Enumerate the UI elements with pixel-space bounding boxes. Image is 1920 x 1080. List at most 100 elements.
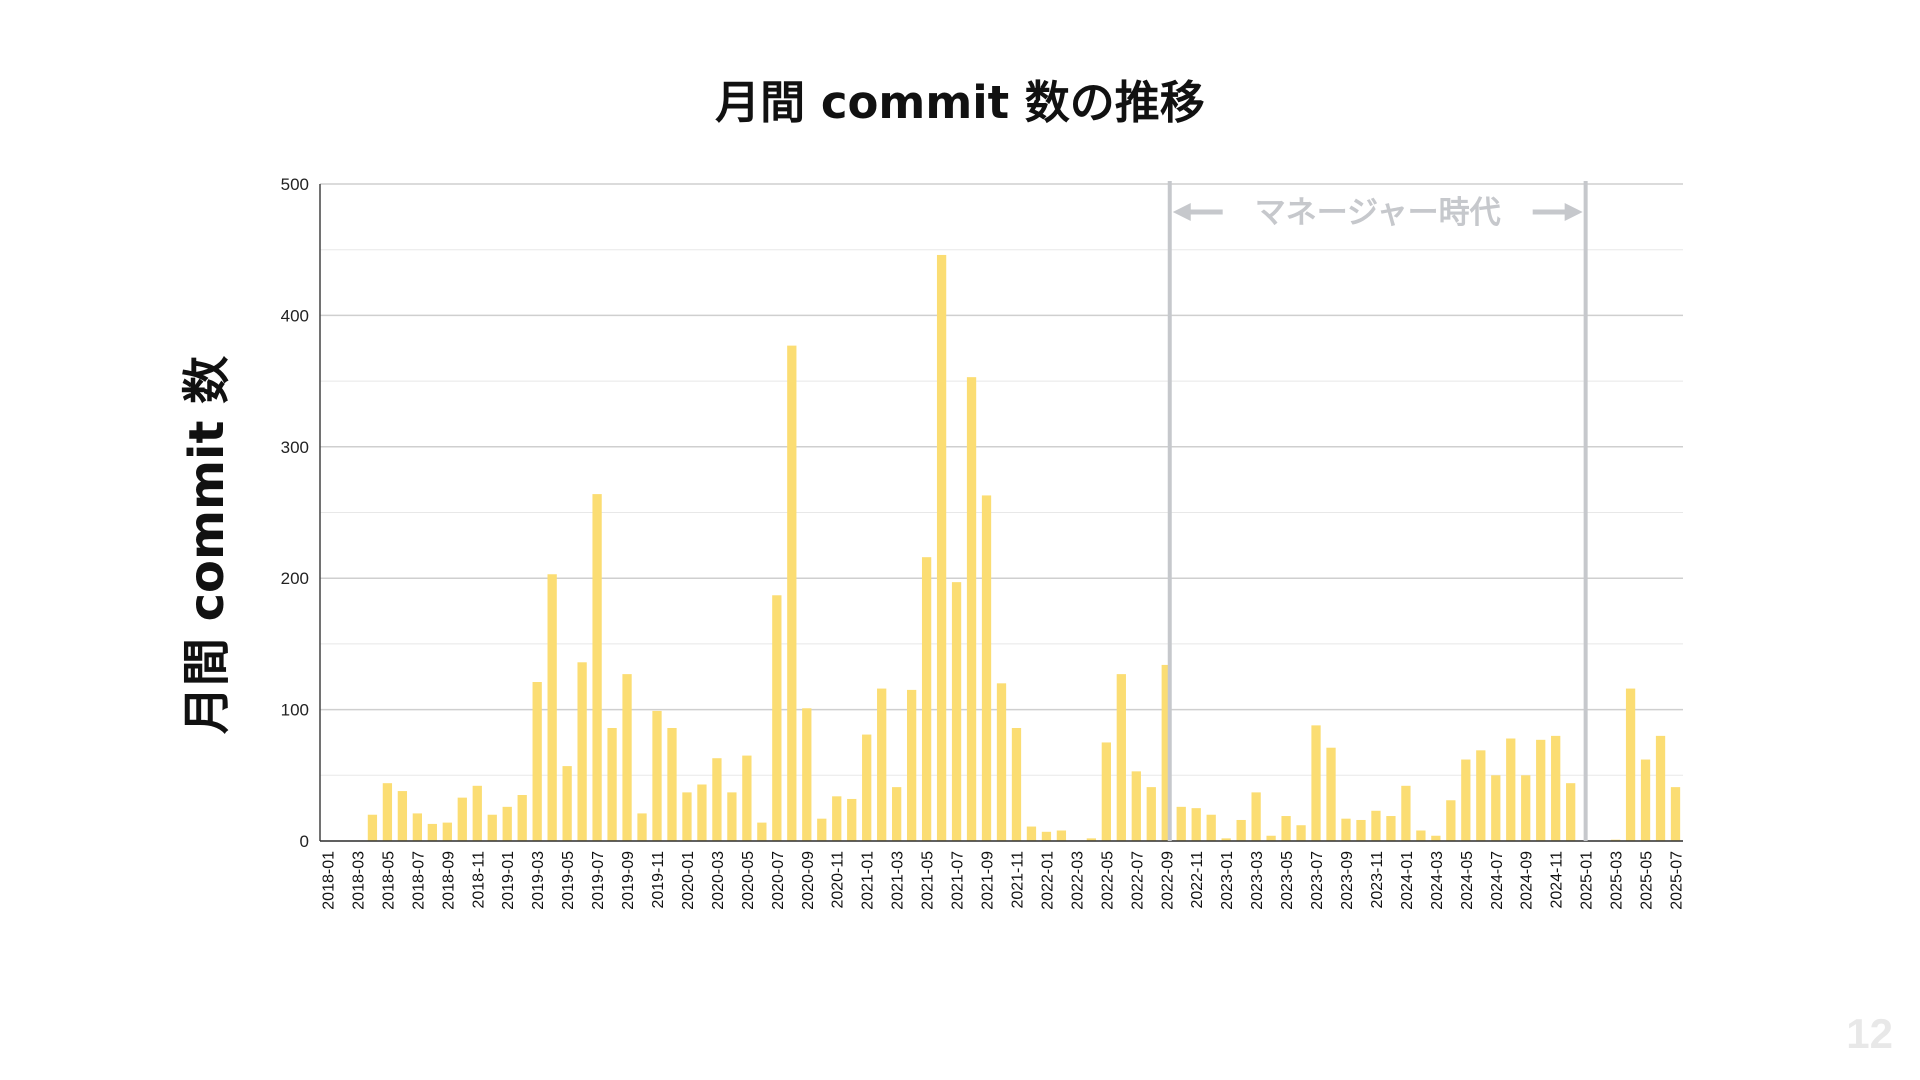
bar	[1536, 739, 1546, 841]
bar	[577, 662, 587, 841]
bar	[397, 791, 408, 841]
bar	[1056, 830, 1067, 841]
x-tick-label: 2020-11	[830, 851, 847, 909]
x-tick-label: 2018-09	[440, 851, 457, 910]
x-tick-label: 2021-09	[980, 851, 997, 910]
bar	[1371, 810, 1381, 841]
bar	[1506, 738, 1516, 841]
bar	[1625, 688, 1636, 841]
x-tick-label: 2025-01	[1579, 851, 1596, 910]
bar	[906, 689, 917, 841]
bar	[1221, 838, 1231, 841]
bar	[1131, 771, 1141, 841]
bar	[442, 822, 452, 841]
x-tick-label: 2022-11	[1189, 851, 1206, 909]
y-tick-label: 300	[281, 438, 309, 457]
bar	[562, 766, 572, 841]
bar	[1251, 792, 1261, 841]
bar	[1356, 819, 1366, 841]
y-tick-label: 200	[281, 569, 309, 588]
bar	[1521, 775, 1531, 841]
bar	[532, 682, 542, 841]
bar	[1431, 835, 1441, 841]
bar	[772, 595, 782, 841]
x-tick-label: 2022-07	[1129, 851, 1146, 910]
x-tick-label: 2025-07	[1669, 851, 1686, 910]
bar	[382, 783, 393, 841]
y-tick-label: 100	[281, 701, 309, 720]
x-tick-label: 2022-05	[1099, 851, 1116, 910]
bar	[802, 708, 812, 841]
x-tick-label: 2022-09	[1159, 851, 1176, 910]
bar	[877, 688, 887, 841]
bar	[1191, 808, 1201, 841]
bar	[667, 727, 677, 841]
x-tick-label: 2023-09	[1339, 851, 1356, 910]
x-tick-label: 2019-11	[650, 851, 667, 909]
x-tick-label: 2023-11	[1369, 851, 1386, 909]
bar	[412, 813, 423, 841]
x-tick-label: 2024-05	[1459, 851, 1476, 910]
x-tick-label: 2020-01	[680, 851, 697, 910]
bar	[1401, 785, 1411, 841]
bar	[1461, 759, 1471, 841]
arrowhead-right-icon	[1564, 203, 1583, 221]
bar	[1416, 830, 1426, 841]
bar	[1281, 816, 1291, 841]
x-tick-label: 2020-07	[770, 851, 787, 910]
bar	[1446, 800, 1456, 841]
y-tick-label: 0	[300, 832, 309, 851]
x-tick-label: 2018-11	[470, 851, 487, 909]
bar	[1326, 747, 1336, 841]
bar	[367, 814, 378, 841]
y-tick-label: 500	[281, 175, 309, 194]
bar	[996, 683, 1007, 841]
bar	[592, 494, 602, 841]
bar	[1266, 835, 1276, 841]
bar	[1011, 727, 1022, 841]
x-tick-label: 2023-03	[1249, 851, 1266, 910]
arrowhead-left-icon	[1172, 203, 1191, 221]
bar	[607, 727, 617, 841]
x-tick-label: 2018-05	[380, 851, 397, 910]
bar	[951, 582, 962, 841]
x-tick-label: 2019-03	[530, 851, 547, 910]
x-tick-label: 2019-01	[500, 851, 517, 910]
x-tick-label: 2022-03	[1069, 851, 1086, 910]
bar	[981, 495, 992, 841]
bar	[637, 813, 647, 841]
bar	[712, 758, 722, 841]
x-tick-label: 2021-05	[920, 851, 937, 910]
x-tick-label: 2021-03	[890, 851, 907, 910]
bar	[847, 798, 857, 841]
x-tick-label: 2020-05	[740, 851, 757, 910]
bar	[1206, 814, 1216, 841]
manager-period-annotation: マネージャー時代	[1167, 181, 1588, 841]
bar	[936, 254, 947, 841]
bar	[1101, 742, 1111, 841]
bar	[1041, 831, 1052, 841]
bar	[1640, 759, 1651, 841]
bar	[1476, 750, 1486, 841]
page-number: 12	[1846, 1010, 1893, 1057]
axes: 0 100 200 300 400 500 2018-01 2018-03 2018-05 201…	[281, 175, 1686, 910]
x-tick-label: 2023-07	[1309, 851, 1326, 910]
bar	[1086, 838, 1097, 841]
x-tick-label: 2025-03	[1609, 851, 1626, 910]
bar	[472, 785, 482, 841]
x-tick-label: 2024-09	[1519, 851, 1536, 910]
bar	[1551, 735, 1561, 841]
x-tick-label: 2024-01	[1399, 851, 1416, 910]
bar	[622, 674, 632, 841]
bar	[921, 557, 932, 841]
period-label: マネージャー時代	[1255, 195, 1501, 231]
bar	[1176, 806, 1186, 841]
bar	[742, 755, 752, 841]
bar	[892, 787, 902, 841]
x-tick-label: 2018-03	[350, 851, 367, 910]
bar	[1236, 819, 1246, 841]
bar	[697, 784, 707, 841]
x-tick-label: 2023-01	[1219, 851, 1236, 910]
x-tick-label: 2018-07	[410, 851, 427, 910]
x-tick-label: 2023-05	[1279, 851, 1296, 910]
